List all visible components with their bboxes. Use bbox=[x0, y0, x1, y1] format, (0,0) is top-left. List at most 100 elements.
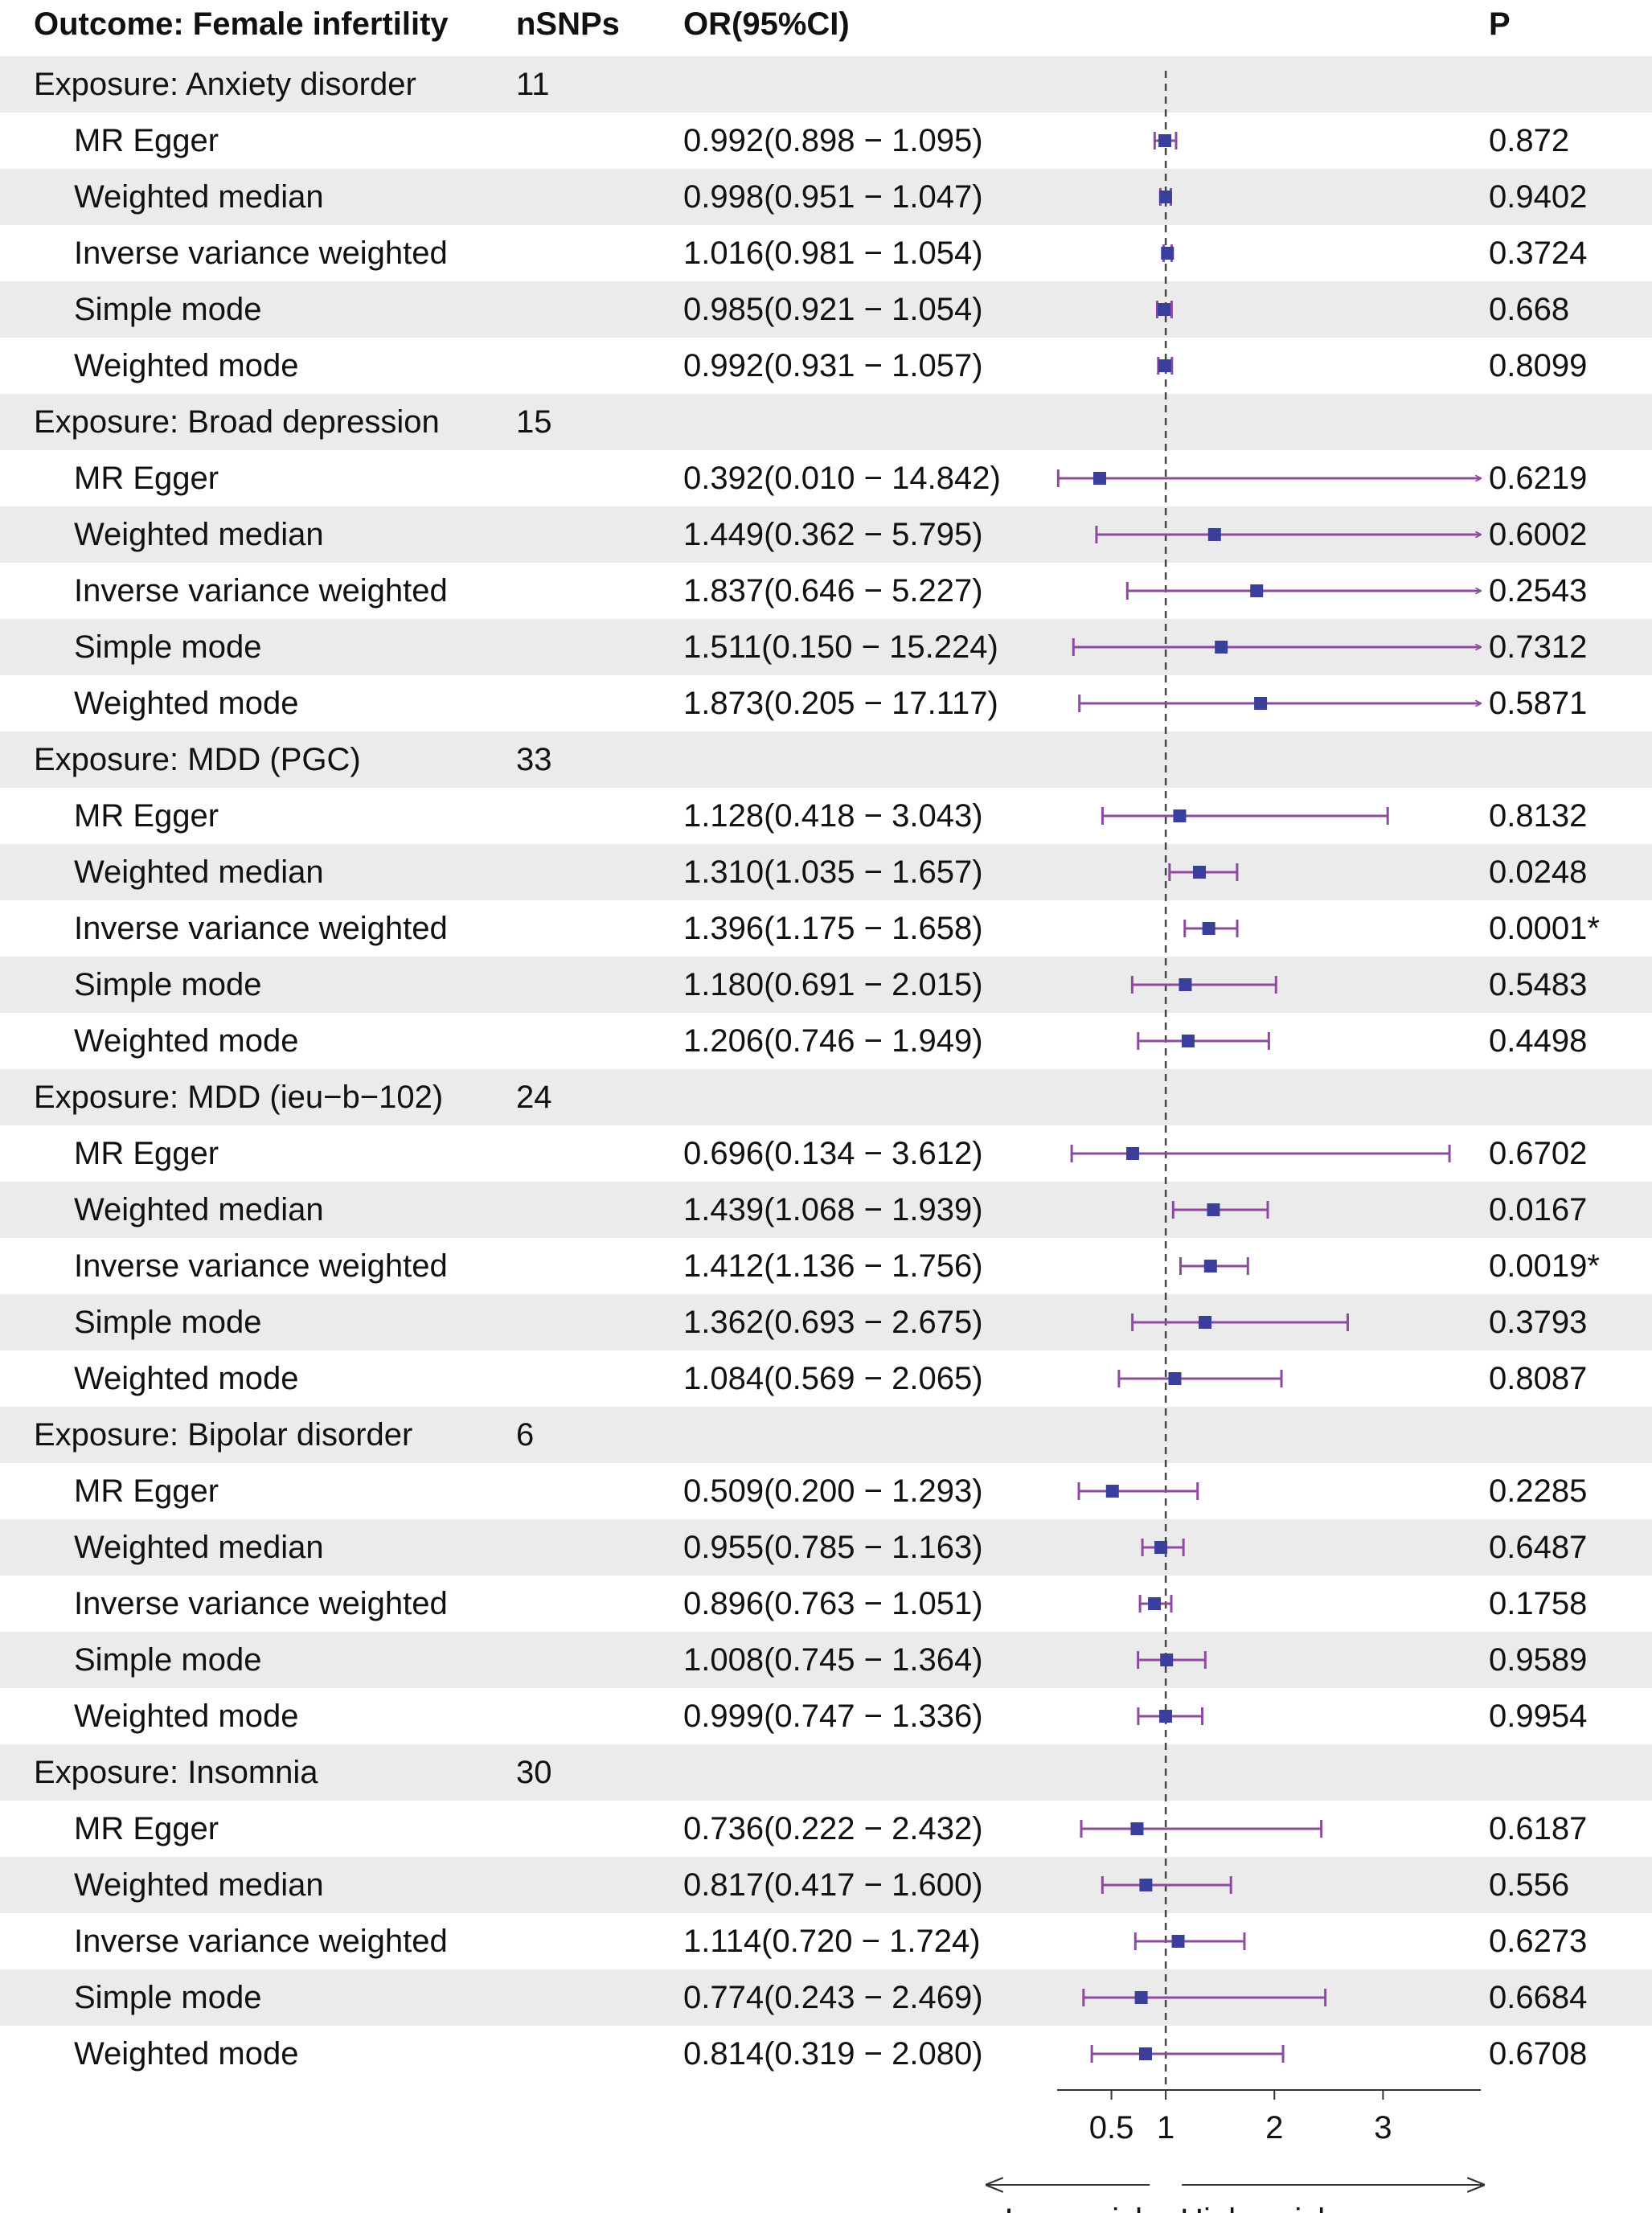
method-label: Weighted mode bbox=[74, 1361, 299, 1396]
method-label: Weighted mode bbox=[74, 686, 299, 721]
method-row: Inverse variance weighted 1.114(0.720 − 1… bbox=[0, 1913, 1652, 1969]
header-nsnps: nSNPs bbox=[516, 6, 620, 42]
nsnps-value: 30 bbox=[516, 1755, 552, 1790]
or-ci-value: 1.511(0.150 − 15.224) bbox=[683, 629, 998, 665]
p-value: 0.6273 bbox=[1489, 1924, 1588, 1959]
method-row: Inverse variance weighted 0.896(0.763 − 1… bbox=[0, 1576, 1652, 1632]
method-label: Weighted median bbox=[74, 1530, 324, 1565]
p-value: 0.3724 bbox=[1489, 236, 1588, 271]
p-value: 0.6708 bbox=[1489, 2036, 1588, 2072]
or-ci-value: 1.008(0.745 − 1.364) bbox=[683, 1642, 983, 1678]
p-value: 0.9954 bbox=[1489, 1699, 1588, 1734]
p-value: 0.0001* bbox=[1489, 911, 1600, 946]
or-ci-value: 0.814(0.319 − 2.080) bbox=[683, 2036, 983, 2072]
or-ci-value: 1.084(0.569 − 2.065) bbox=[683, 1361, 983, 1396]
or-ci-value: 1.873(0.205 − 17.117) bbox=[683, 686, 998, 721]
p-value: 0.0248 bbox=[1489, 854, 1588, 890]
header-outcome: Outcome: Female infertility bbox=[34, 6, 449, 42]
exposure-label: Exposure: Anxiety disorder bbox=[34, 67, 416, 102]
or-ci-value: 0.774(0.243 − 2.469) bbox=[683, 1980, 983, 2015]
p-value: 0.7312 bbox=[1489, 629, 1588, 665]
or-ci-value: 1.114(0.720 − 1.724) bbox=[683, 1924, 981, 1959]
method-label: Weighted mode bbox=[74, 2036, 299, 2072]
or-ci-value: 1.439(1.068 − 1.939) bbox=[683, 1192, 983, 1227]
p-value: 0.8087 bbox=[1489, 1361, 1588, 1396]
exposure-label: Exposure: MDD (PGC) bbox=[34, 742, 361, 777]
method-row: Inverse variance weighted 1.837(0.646 − 5… bbox=[0, 563, 1652, 619]
method-label: Inverse variance weighted bbox=[74, 1586, 448, 1621]
header-p: P bbox=[1489, 6, 1511, 42]
p-value: 0.4498 bbox=[1489, 1023, 1588, 1059]
p-value: 0.1758 bbox=[1489, 1586, 1588, 1621]
method-label: Weighted mode bbox=[74, 1023, 299, 1059]
method-label: Simple mode bbox=[74, 1305, 262, 1340]
or-ci-value: 1.362(0.693 − 2.675) bbox=[683, 1305, 983, 1340]
method-row: Simple mode 1.362(0.693 − 2.675) 0.3793 bbox=[0, 1294, 1652, 1350]
p-value: 0.872 bbox=[1489, 123, 1570, 158]
or-ci-value: 0.992(0.931 − 1.057) bbox=[683, 348, 983, 383]
p-value: 0.0167 bbox=[1489, 1192, 1588, 1227]
p-value: 0.6219 bbox=[1489, 461, 1588, 496]
exposure-row: Exposure: Bipolar disorder 6 bbox=[0, 1407, 1652, 1463]
x-tick-label: 1 bbox=[1157, 2110, 1174, 2145]
method-label: MR Egger bbox=[74, 1811, 219, 1846]
or-ci-value: 0.955(0.785 − 1.163) bbox=[683, 1530, 983, 1565]
method-row: MR Egger 0.696(0.134 − 3.612) 0.6702 bbox=[0, 1125, 1652, 1182]
method-label: Inverse variance weighted bbox=[74, 236, 448, 271]
p-value: 0.3793 bbox=[1489, 1305, 1588, 1340]
or-ci-value: 1.128(0.418 − 3.043) bbox=[683, 798, 983, 834]
or-ci-value: 1.016(0.981 − 1.054) bbox=[683, 236, 983, 271]
method-label: Weighted median bbox=[74, 179, 324, 215]
method-label: Weighted mode bbox=[74, 348, 299, 383]
method-row: Weighted median 0.817(0.417 − 1.600) 0.556 bbox=[0, 1857, 1652, 1913]
method-row: MR Egger 0.736(0.222 − 2.432) 0.6187 bbox=[0, 1801, 1652, 1857]
method-row: Simple mode 1.008(0.745 − 1.364) 0.9589 bbox=[0, 1632, 1652, 1688]
nsnps-value: 24 bbox=[516, 1080, 552, 1115]
method-row: Weighted median 1.439(1.068 − 1.939) 0.016… bbox=[0, 1182, 1652, 1238]
or-ci-value: 1.206(0.746 − 1.949) bbox=[683, 1023, 983, 1059]
or-ci-value: 0.998(0.951 − 1.047) bbox=[683, 179, 983, 215]
p-value: 0.6702 bbox=[1489, 1136, 1588, 1171]
exposure-label: Exposure: MDD (ieu−b−102) bbox=[34, 1080, 444, 1115]
or-ci-value: 1.837(0.646 − 5.227) bbox=[683, 573, 983, 609]
method-label: MR Egger bbox=[74, 798, 219, 834]
or-ci-value: 1.449(0.362 − 5.795) bbox=[683, 517, 983, 552]
method-label: Inverse variance weighted bbox=[74, 573, 448, 609]
p-value: 0.6487 bbox=[1489, 1530, 1588, 1565]
or-ci-value: 0.736(0.222 − 2.432) bbox=[683, 1811, 983, 1846]
method-row: Simple mode 1.511(0.150 − 15.224) 0.7312 bbox=[0, 619, 1652, 675]
p-value: 0.9589 bbox=[1489, 1642, 1588, 1678]
or-ci-value: 1.180(0.691 − 2.015) bbox=[683, 967, 983, 1002]
method-label: Inverse variance weighted bbox=[74, 1924, 448, 1959]
p-value: 0.8132 bbox=[1489, 798, 1588, 834]
higher-risk-label: Higher risk bbox=[1180, 2203, 1334, 2213]
method-row: Weighted mode 0.814(0.319 − 2.080) 0.6708 bbox=[0, 2026, 1652, 2082]
p-value: 0.6187 bbox=[1489, 1811, 1588, 1846]
method-label: Simple mode bbox=[74, 629, 262, 665]
p-value: 0.0019* bbox=[1489, 1248, 1600, 1284]
p-value: 0.668 bbox=[1489, 292, 1570, 327]
method-row: Weighted mode 0.992(0.931 − 1.057) 0.8099 bbox=[0, 338, 1652, 394]
or-ci-value: 0.817(0.417 − 1.600) bbox=[683, 1867, 983, 1903]
exposure-row: Exposure: MDD (PGC) 33 bbox=[0, 732, 1652, 788]
exposure-row: Exposure: Insomnia 30 bbox=[0, 1744, 1652, 1801]
method-label: Simple mode bbox=[74, 1642, 262, 1678]
method-row: Weighted median 1.449(0.362 − 5.795) 0.600… bbox=[0, 506, 1652, 563]
method-row: MR Egger 0.509(0.200 − 1.293) 0.2285 bbox=[0, 1463, 1652, 1519]
p-value: 0.8099 bbox=[1489, 348, 1588, 383]
exposure-row: Exposure: Anxiety disorder 11 bbox=[0, 56, 1652, 113]
method-label: Simple mode bbox=[74, 967, 262, 1002]
x-tick-label: 3 bbox=[1374, 2110, 1392, 2145]
method-row: Simple mode 0.985(0.921 − 1.054) 0.668 bbox=[0, 281, 1652, 338]
exposure-label: Exposure: Broad depression bbox=[34, 404, 440, 440]
method-label: Inverse variance weighted bbox=[74, 911, 448, 946]
p-value: 0.5483 bbox=[1489, 967, 1588, 1002]
method-row: Weighted mode 1.873(0.205 − 17.117) 0.5871 bbox=[0, 675, 1652, 732]
nsnps-value: 11 bbox=[516, 67, 550, 102]
header-or-ci: OR(95%CI) bbox=[683, 6, 850, 42]
method-row: Weighted median 1.310(1.035 − 1.657) 0.024… bbox=[0, 844, 1652, 900]
method-label: MR Egger bbox=[74, 123, 219, 158]
lower-risk-label: Lower risk bbox=[1005, 2203, 1152, 2213]
or-ci-value: 1.412(1.136 − 1.756) bbox=[683, 1248, 983, 1284]
